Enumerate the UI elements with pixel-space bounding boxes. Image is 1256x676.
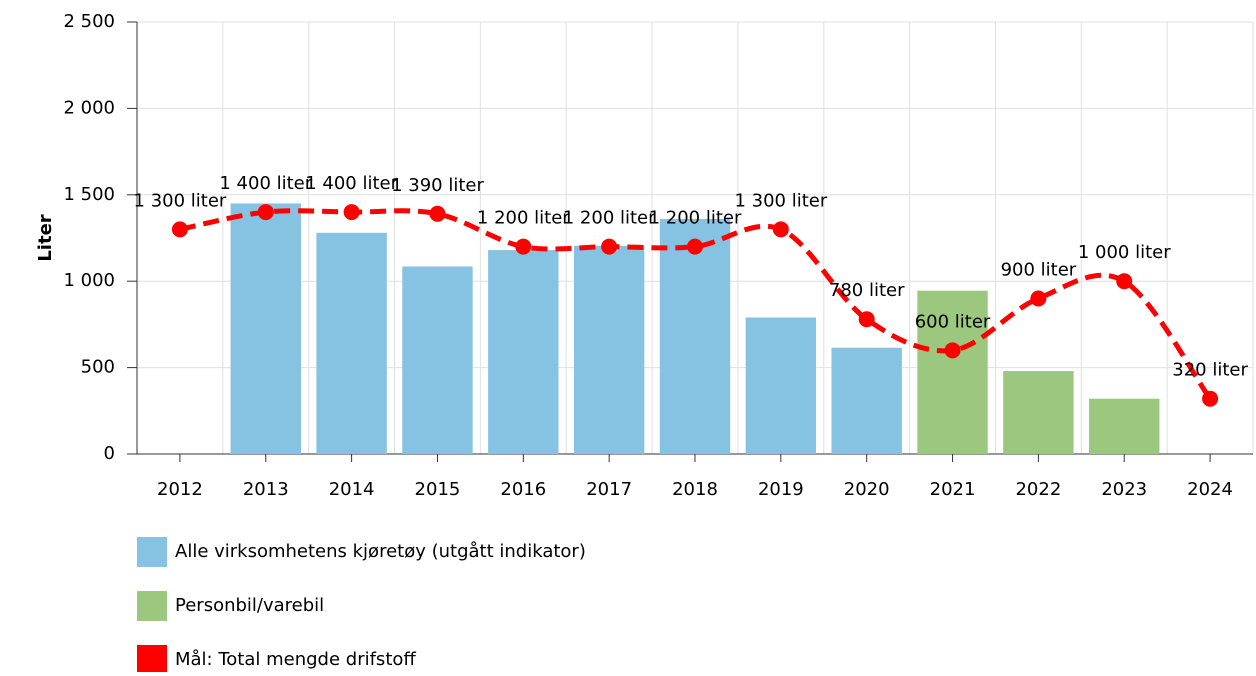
legend-swatch <box>137 645 167 675</box>
value-label: 1 200 liter <box>477 208 570 229</box>
x-tick-label: 2015 <box>415 479 461 500</box>
y-tick-label: 2 000 <box>63 97 115 118</box>
bar <box>573 245 645 454</box>
x-tick-label: 2018 <box>672 479 718 500</box>
bar <box>659 218 731 454</box>
x-tick-label: 2024 <box>1187 479 1233 500</box>
point <box>772 221 789 238</box>
x-tick-label: 2014 <box>329 479 375 500</box>
point <box>515 238 532 255</box>
value-label: 600 liter <box>915 311 991 332</box>
bar <box>488 250 559 454</box>
x-tick-label: 2016 <box>500 479 546 500</box>
value-label: 320 liter <box>1172 360 1248 381</box>
point <box>858 311 875 328</box>
point <box>257 204 274 221</box>
y-axis-label: Liter <box>35 214 56 261</box>
value-label: 1 300 liter <box>134 190 227 211</box>
bar <box>1089 398 1160 454</box>
point <box>171 221 188 238</box>
point <box>343 204 360 221</box>
y-tick-label: 0 <box>104 443 115 464</box>
value-label: 1 000 liter <box>1078 242 1171 263</box>
point <box>429 205 446 222</box>
value-label: 1 400 liter <box>305 173 398 194</box>
point <box>687 238 703 255</box>
bar <box>1003 371 1074 454</box>
y-tick-label: 1 500 <box>63 184 115 205</box>
legend-label: Personbil/varebil <box>175 595 324 616</box>
point <box>1030 290 1047 307</box>
value-label: 1 200 liter <box>563 208 656 229</box>
x-tick-label: 2022 <box>1015 479 1061 500</box>
legend-label: Alle virksomhetens kjøretøy (utgått indi… <box>175 541 586 562</box>
x-tick-label: 2017 <box>586 479 632 500</box>
value-label: 780 liter <box>829 280 905 301</box>
point <box>1202 390 1219 407</box>
y-tick-label: 1 000 <box>63 270 115 291</box>
point <box>944 342 961 359</box>
x-tick-label: 2020 <box>844 479 890 500</box>
bar <box>230 203 301 454</box>
x-tick-label: 2013 <box>243 479 289 500</box>
value-label: 1 400 liter <box>219 173 312 194</box>
x-tick-label: 2019 <box>758 479 804 500</box>
bar <box>402 266 473 454</box>
bar <box>917 290 988 454</box>
value-label: 1 200 liter <box>649 208 742 229</box>
x-tick-label: 2021 <box>930 479 976 500</box>
x-tick-label: 2012 <box>157 479 203 500</box>
legend-swatch <box>137 591 167 621</box>
bar <box>745 317 817 454</box>
y-tick-label: 2 500 <box>63 11 115 32</box>
legend-label: Mål: Total mengde drifstoff <box>175 649 416 670</box>
bar <box>316 232 387 454</box>
bar <box>831 347 902 454</box>
value-label: 900 liter <box>1001 259 1077 280</box>
y-tick-label: 500 <box>81 357 115 378</box>
x-tick-label: 2023 <box>1101 479 1147 500</box>
legend-swatch <box>137 537 167 567</box>
value-label: 1 390 liter <box>391 175 484 196</box>
point <box>601 238 618 255</box>
point <box>1116 273 1133 290</box>
value-label: 1 300 liter <box>734 190 827 211</box>
